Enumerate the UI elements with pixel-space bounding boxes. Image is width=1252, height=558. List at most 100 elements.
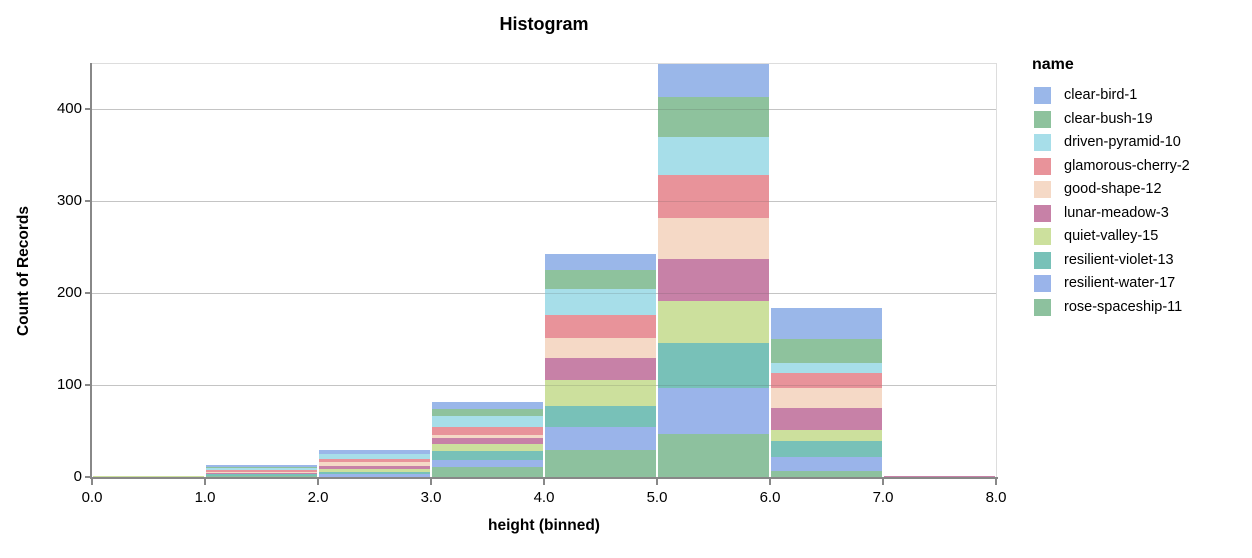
bar-segment-glamorous-cherry-2-bin5 [658,175,769,218]
bar-segment-resilient-violet-13-bin3 [432,451,543,460]
legend-swatch-resilient-water-17 [1034,275,1051,292]
bar-segment-driven-pyramid-10-bin3 [432,416,543,428]
bar-segment-good-shape-12-bin5 [658,217,769,260]
bar-segment-clear-bush-19-bin6 [771,339,882,363]
bar-segment-quiet-valley-15-bin5 [658,301,769,343]
x-tick-1.0 [204,479,206,485]
bar-segment-lunar-meadow-3-bin4 [545,358,656,380]
bar-segment-good-shape-12-bin3 [432,434,543,439]
bar-segment-clear-bird-1-bin5 [658,64,769,98]
x-axis-line [90,477,998,479]
legend-label: driven-pyramid-10 [1064,134,1181,150]
legend-label: resilient-water-17 [1064,275,1176,291]
bar-segment-quiet-valley-15-bin2 [319,468,430,472]
legend-item-resilient-water-17: resilient-water-17 [1032,274,1247,298]
bar-segment-clear-bird-1-bin2 [319,449,430,455]
y-axis-line [90,63,92,479]
legend-label: glamorous-cherry-2 [1064,157,1190,174]
bar-segment-clear-bird-1-bin4 [545,253,656,271]
y-tick-label-200: 200 [56,284,82,301]
legend-swatch-quiet-valley-15 [1034,228,1051,245]
legend-title: name [1032,56,1074,73]
bar-segment-driven-pyramid-10-bin5 [658,136,769,176]
x-tick-label-7.0: 7.0 [872,489,894,506]
gridline-400 [92,109,996,110]
gridline-200 [92,293,996,294]
legend-swatch-resilient-violet-13 [1034,251,1051,269]
bar-segment-lunar-meadow-3-bin2 [319,466,430,469]
legend: name clear-bird-1 clear-bush-19 driven-pyr… [1032,56,1247,321]
y-tick-label-0: 0 [73,468,82,485]
bar-segment-resilient-violet-13-bin1 [206,474,317,477]
bar-segment-driven-pyramid-10-bin2 [319,454,430,459]
bar-segment-quiet-valley-15-bin3 [432,443,543,452]
x-tick-label-2.0: 2.0 [307,489,329,506]
legend-label: good-shape-12 [1064,181,1162,197]
x-tick-label-3.0: 3.0 [420,489,442,506]
bar-segment-good-shape-12-bin1 [206,471,317,473]
y-tick-200 [85,292,91,294]
x-tick-label-4.0: 4.0 [533,489,555,506]
bar-segment-glamorous-cherry-2-bin2 [319,458,430,463]
legend-label: lunar-meadow-3 [1064,204,1169,221]
y-tick-400 [85,108,91,110]
y-tick-label-300: 300 [56,192,82,209]
legend-item-glamorous-cherry-2: glamorous-cherry-2 [1032,157,1247,181]
bar-segment-clear-bush-19-bin3 [432,409,543,417]
bar-segment-resilient-violet-13-bin4 [545,406,656,428]
x-tick-label-0.0: 0.0 [81,489,103,506]
bar-segment-lunar-meadow-3-bin3 [432,438,543,444]
bar-segment-good-shape-12-bin4 [545,338,656,359]
bar-segment-clear-bush-19-bin1 [206,466,317,468]
bar-segment-quiet-valley-15-bin4 [545,379,656,407]
bar-segment-glamorous-cherry-2-bin4 [545,315,656,339]
legend-item-driven-pyramid-10: driven-pyramid-10 [1032,133,1247,157]
bar-segment-clear-bush-19-bin4 [545,270,656,290]
bar-segment-quiet-valley-15-bin6 [771,430,882,442]
legend-swatch-good-shape-12 [1034,181,1051,198]
gridline-200 [92,293,996,294]
legend-swatch-glamorous-cherry-2 [1034,157,1051,175]
legend-label: rose-spaceship-11 [1064,298,1183,315]
bar-segment-good-shape-12-bin6 [771,387,882,409]
bar-segment-glamorous-cherry-2-bin3 [432,427,543,435]
bar-segment-quiet-valley-15-bin1 [206,473,317,475]
legend-swatch-rose-spaceship-11 [1034,298,1051,316]
legend-item-lunar-meadow-3: lunar-meadow-3 [1032,204,1247,228]
legend-label: quiet-valley-15 [1064,228,1159,244]
legend-item-good-shape-12: good-shape-12 [1032,180,1247,204]
bar-segment-rose-spaceship-11-bin6 [771,470,882,478]
x-tick-label-5.0: 5.0 [646,489,668,506]
y-tick-label-400: 400 [56,100,82,117]
y-tick-label-100: 100 [56,376,82,393]
legend-item-quiet-valley-15: quiet-valley-15 [1032,227,1247,251]
bar-segment-rose-spaceship-11-bin5 [658,433,769,478]
gridline-400 [92,109,996,110]
bar-segment-driven-pyramid-10-bin1 [206,467,317,470]
legend-item-resilient-violet-13: resilient-violet-13 [1032,251,1247,275]
bar-segment-resilient-water-17-bin2 [319,474,430,478]
x-tick-label-8.0: 8.0 [985,489,1007,506]
x-tick-6.0 [769,479,771,485]
bar-segment-rose-spaceship-11-bin3 [432,466,543,478]
x-axis-title: height (binned) [488,517,600,534]
legend-item-clear-bush-19: clear-bush-19 [1032,110,1247,134]
legend-label: clear-bird-1 [1064,87,1138,103]
y-tick-100 [85,384,91,386]
legend-item-clear-bird-1: clear-bird-1 [1032,86,1247,110]
x-tick-label-6.0: 6.0 [759,489,781,506]
bar-segment-clear-bird-1-bin6 [771,307,882,340]
plot-area [92,63,997,478]
legend-swatch-clear-bush-19 [1034,110,1051,128]
x-tick-5.0 [656,479,658,485]
legend-item-rose-spaceship-11: rose-spaceship-11 [1032,298,1247,322]
legend-label: clear-bush-19 [1064,110,1153,127]
y-axis-title: Count of Records [15,205,32,337]
bar-segment-driven-pyramid-10-bin6 [771,363,882,374]
bar-segment-good-shape-12-bin2 [319,462,430,467]
legend-swatch-driven-pyramid-10 [1034,134,1051,151]
x-tick-2.0 [317,479,319,485]
bar-segment-resilient-violet-13-bin5 [658,342,769,388]
bar-segment-glamorous-cherry-2-bin1 [206,469,317,472]
x-tick-8.0 [995,479,997,485]
